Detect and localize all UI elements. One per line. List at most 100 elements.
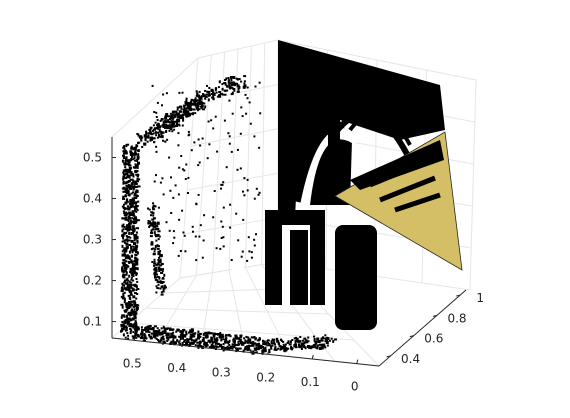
point — [166, 340, 168, 342]
point — [128, 325, 130, 327]
point — [207, 157, 209, 159]
point — [136, 144, 138, 146]
point — [247, 97, 249, 99]
point — [188, 131, 190, 133]
point — [204, 344, 206, 347]
point — [196, 203, 198, 205]
point — [167, 119, 169, 122]
point — [134, 308, 136, 310]
point — [199, 91, 201, 93]
point — [304, 341, 306, 344]
point — [134, 333, 137, 336]
z-tick-label: 0.3 — [83, 233, 102, 247]
point — [121, 229, 123, 232]
point — [130, 199, 132, 201]
point — [123, 224, 125, 226]
point — [216, 151, 218, 153]
point — [155, 245, 157, 248]
point — [178, 119, 180, 122]
z-tick-label: 0.1 — [83, 315, 102, 329]
point — [154, 229, 156, 231]
point — [132, 287, 134, 289]
grid-line — [180, 58, 198, 278]
point — [157, 119, 159, 121]
point — [151, 333, 154, 335]
point — [299, 336, 301, 338]
point — [133, 148, 135, 150]
point — [153, 124, 155, 126]
point — [249, 340, 251, 343]
point — [290, 340, 292, 343]
point — [237, 79, 239, 81]
point — [237, 149, 239, 151]
point — [236, 344, 238, 346]
point — [175, 111, 177, 114]
point — [155, 134, 157, 136]
point — [178, 115, 180, 117]
point — [282, 346, 285, 348]
point — [307, 337, 309, 339]
point — [128, 313, 130, 316]
point — [135, 274, 137, 276]
point — [158, 270, 160, 272]
point — [212, 127, 214, 129]
point — [122, 198, 125, 200]
grid-line — [245, 46, 251, 267]
point — [229, 340, 231, 342]
point — [163, 274, 165, 277]
x-tick — [268, 350, 269, 354]
point — [177, 144, 179, 146]
point — [166, 92, 168, 94]
point — [163, 123, 165, 125]
point — [162, 94, 164, 96]
point — [274, 349, 277, 351]
point — [127, 224, 129, 227]
point — [314, 342, 317, 344]
point — [193, 335, 195, 337]
point — [129, 222, 131, 224]
point — [123, 333, 125, 336]
point — [120, 324, 122, 326]
point — [188, 332, 190, 334]
point — [159, 250, 161, 252]
point — [130, 304, 132, 306]
point — [320, 347, 323, 349]
point — [295, 344, 297, 347]
point — [153, 132, 155, 134]
point — [191, 149, 193, 151]
point — [130, 246, 133, 248]
point — [126, 201, 128, 203]
point — [229, 143, 231, 145]
point — [152, 85, 154, 87]
point — [133, 218, 135, 221]
point — [137, 219, 140, 221]
point — [201, 105, 203, 107]
point — [124, 300, 126, 303]
point — [157, 234, 160, 236]
point — [179, 117, 181, 119]
point — [243, 86, 246, 89]
point — [178, 92, 180, 94]
point — [211, 332, 213, 334]
point — [178, 336, 180, 338]
point — [176, 119, 178, 121]
point — [171, 328, 174, 330]
point — [183, 110, 185, 113]
point — [255, 233, 257, 235]
point — [142, 335, 144, 337]
point — [130, 158, 132, 160]
point — [130, 324, 132, 327]
point — [166, 139, 168, 141]
point — [149, 325, 151, 327]
y-tick-label: 0.8 — [447, 311, 466, 325]
point — [125, 303, 128, 305]
point — [222, 338, 224, 340]
point — [135, 237, 137, 240]
point — [170, 113, 172, 115]
point — [124, 240, 126, 242]
point — [140, 337, 142, 339]
point — [219, 248, 221, 250]
point — [157, 137, 159, 139]
point — [164, 141, 166, 143]
point — [217, 339, 219, 341]
